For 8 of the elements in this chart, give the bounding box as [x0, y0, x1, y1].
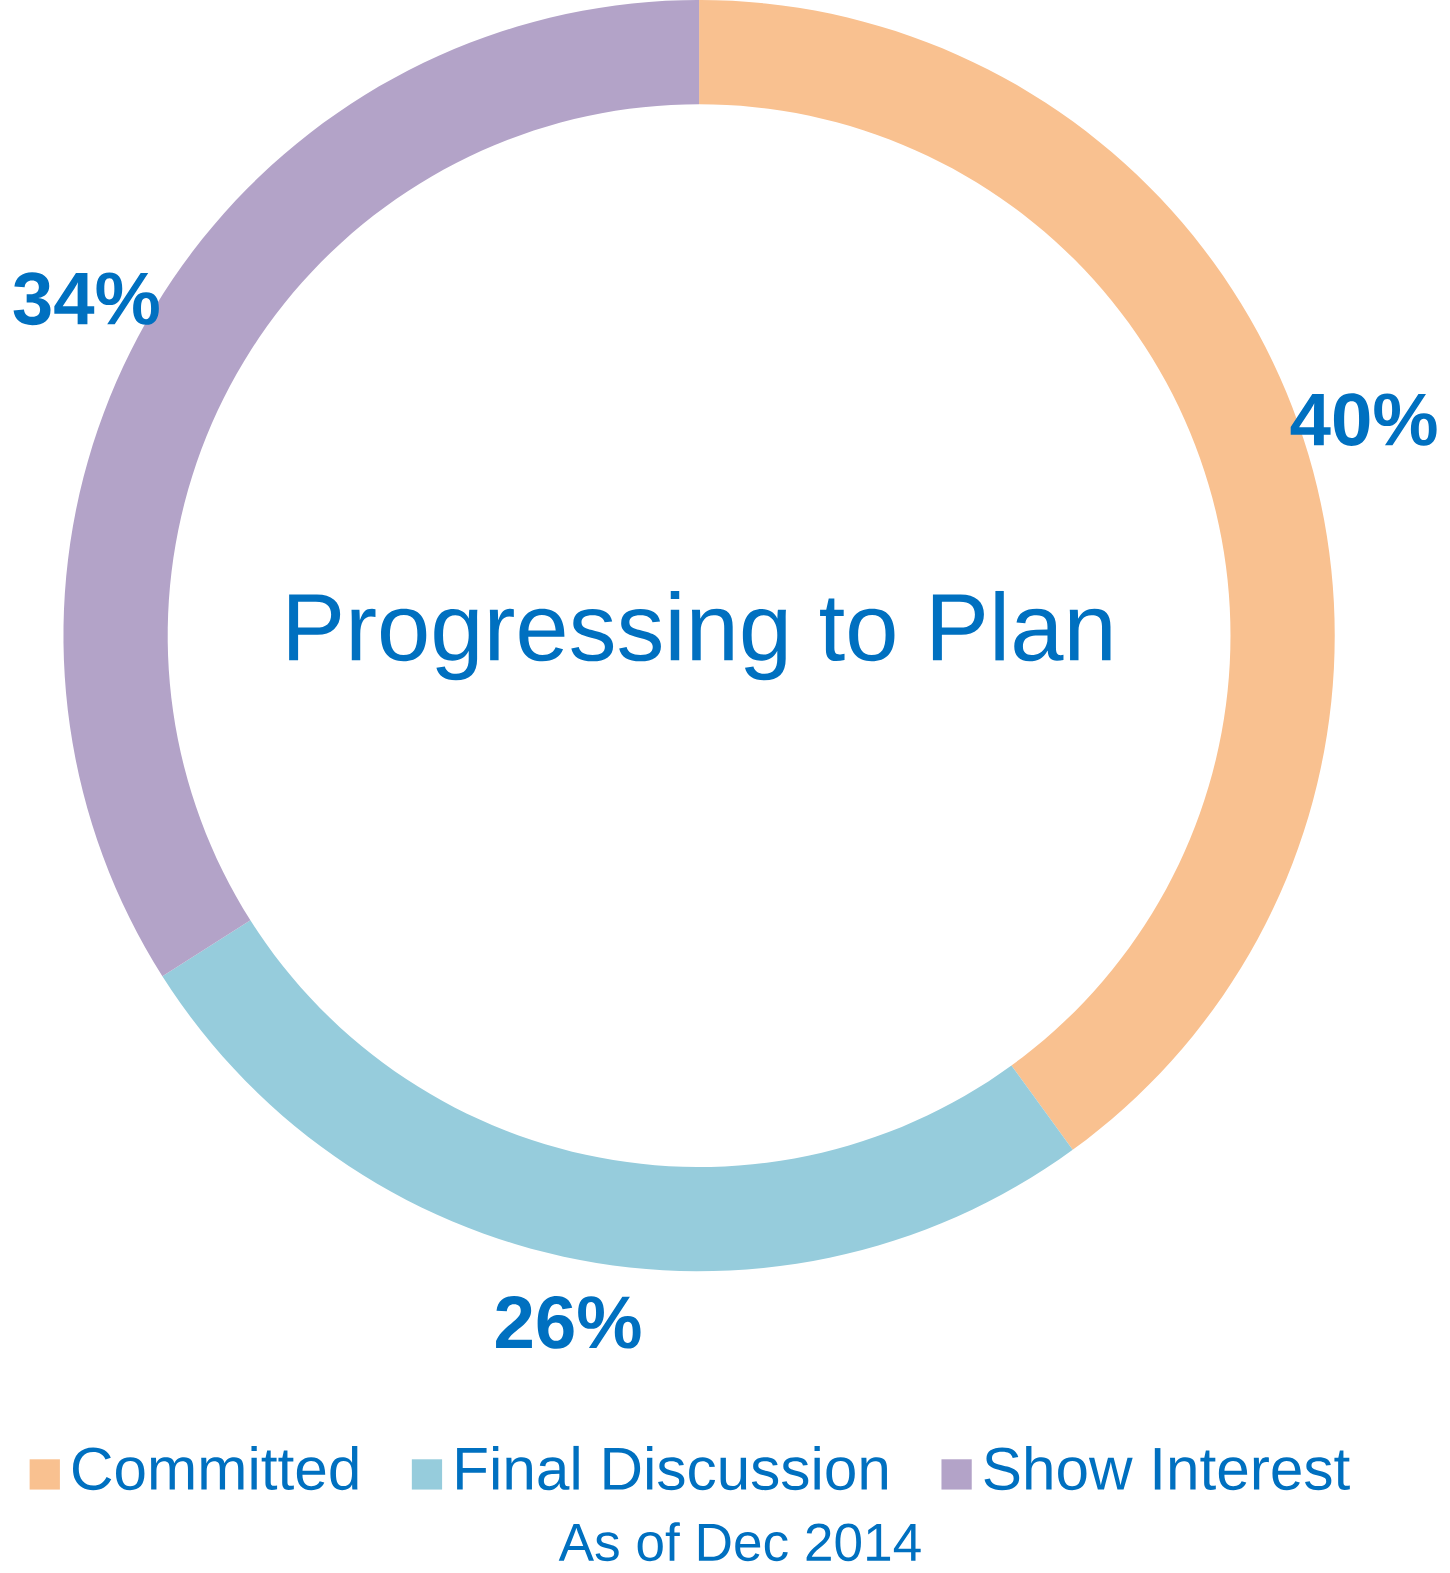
text: As of Dec 2014: [558, 1522, 921, 1562]
legend-label: Show Interest: [984, 1445, 1350, 1491]
data-label: 26%: [495, 1296, 641, 1349]
text: Progressing to Plan: [288, 590, 1111, 681]
data-label: 34%: [13, 272, 159, 326]
data-label: 40%: [1290, 393, 1437, 446]
legend-label: Committed: [72, 1445, 358, 1491]
legend-label: Final Discussion: [456, 1445, 887, 1491]
